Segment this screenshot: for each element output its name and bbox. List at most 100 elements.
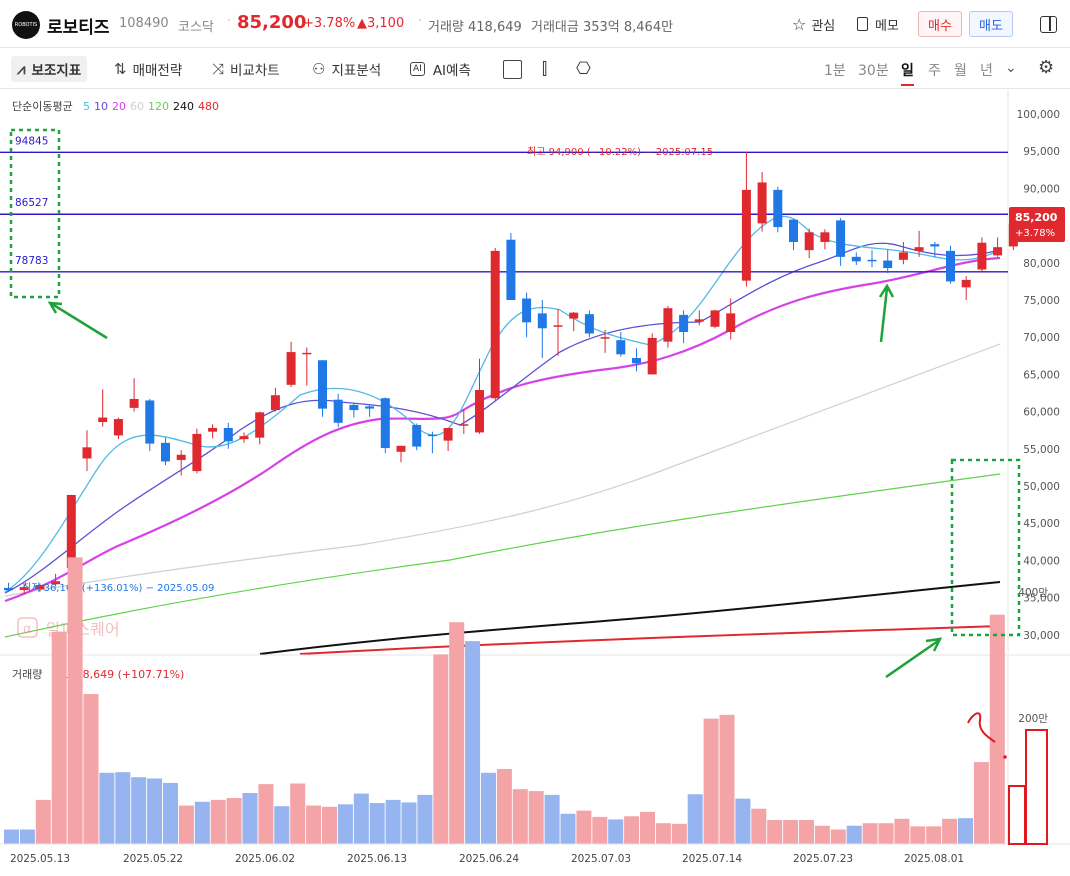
candle[interactable] xyxy=(679,310,689,344)
ai-predict-button[interactable]: AI AI예측 xyxy=(410,56,471,82)
candle[interactable] xyxy=(490,247,500,401)
candle[interactable] xyxy=(804,228,814,259)
panel-toggle-button[interactable] xyxy=(1040,11,1057,37)
strategy-button[interactable]: ⇅ 매매전략 xyxy=(114,56,182,82)
settings-button[interactable]: ⚙ xyxy=(1038,57,1054,78)
period-week[interactable]: 주 xyxy=(928,63,941,79)
candle[interactable] xyxy=(113,417,123,440)
candle[interactable] xyxy=(318,360,327,417)
candle[interactable] xyxy=(302,347,312,386)
candle[interactable] xyxy=(396,445,406,463)
compare-button[interactable]: ⤨ 비교차트 xyxy=(212,56,280,82)
stock-code: 108490 xyxy=(119,16,169,31)
ma-legend-item[interactable]: 120 xyxy=(148,100,169,113)
candle[interactable] xyxy=(773,186,783,233)
candle[interactable] xyxy=(789,218,798,251)
candle[interactable] xyxy=(82,430,92,472)
candle[interactable] xyxy=(412,423,422,451)
candle[interactable] xyxy=(98,389,108,427)
ma-legend-item[interactable]: 480 xyxy=(198,100,219,113)
candle[interactable] xyxy=(161,437,170,466)
indicators-button[interactable]: ⩘ 보조지표 xyxy=(11,56,88,82)
candle[interactable] xyxy=(741,151,751,287)
candle[interactable] xyxy=(836,218,846,266)
sell-button[interactable]: 매도 xyxy=(969,11,1013,37)
analysis-button[interactable]: ⚇ 지표분석 xyxy=(312,56,381,82)
candle[interactable] xyxy=(616,331,626,357)
candle[interactable] xyxy=(129,378,139,412)
candle[interactable] xyxy=(867,250,877,268)
red-scribble xyxy=(967,712,996,743)
period-year[interactable]: 년 xyxy=(980,63,993,79)
candle[interactable] xyxy=(569,311,579,332)
candle[interactable] xyxy=(820,229,830,250)
candle[interactable] xyxy=(757,172,767,232)
candle[interactable] xyxy=(977,237,987,272)
drawing-box-button[interactable] xyxy=(503,56,522,82)
candle[interactable] xyxy=(726,298,736,340)
candle[interactable] xyxy=(553,308,563,356)
period-30min[interactable]: 30분 xyxy=(858,63,889,79)
ma-legend-item[interactable]: 10 xyxy=(94,100,108,113)
candle[interactable] xyxy=(946,245,955,284)
candle[interactable] xyxy=(459,409,469,434)
candle[interactable] xyxy=(66,494,76,570)
chart-area[interactable]: 단순이동평균 5 10 20 60 120 240 480 100,000 95,000 90,… xyxy=(0,90,1070,876)
candle[interactable] xyxy=(333,393,343,428)
candle[interactable] xyxy=(145,398,155,452)
separator-dot: · xyxy=(418,14,423,29)
candle[interactable] xyxy=(883,249,893,274)
ma-legend-item[interactable]: 240 xyxy=(173,100,194,113)
candle[interactable] xyxy=(993,237,1003,257)
candle[interactable] xyxy=(286,341,296,388)
candle[interactable] xyxy=(851,252,861,266)
candle[interactable] xyxy=(584,310,594,338)
candle[interactable] xyxy=(51,573,61,587)
candle[interactable] xyxy=(475,358,484,434)
screenshot-button[interactable]: ⎔ xyxy=(576,56,591,82)
candle[interactable] xyxy=(710,309,720,329)
candle[interactable] xyxy=(176,450,186,476)
candle[interactable] xyxy=(223,422,233,449)
candle[interactable] xyxy=(270,387,280,412)
candle[interactable] xyxy=(35,583,45,592)
candle[interactable] xyxy=(930,241,940,258)
candle[interactable] xyxy=(961,276,971,300)
watch-button[interactable]: ☆ 관심 xyxy=(792,11,835,37)
candle[interactable] xyxy=(914,230,924,257)
period-dropdown[interactable]: ⌄ xyxy=(1005,60,1017,76)
candle[interactable] xyxy=(647,333,657,375)
candle[interactable] xyxy=(192,428,202,474)
dashed-box-left xyxy=(9,128,61,299)
candle[interactable] xyxy=(365,404,375,417)
candle[interactable] xyxy=(443,427,453,452)
candle[interactable] xyxy=(349,402,359,418)
ma-legend-item[interactable]: 60 xyxy=(130,100,144,113)
candle[interactable] xyxy=(239,432,249,443)
candle[interactable] xyxy=(663,305,673,348)
ma-legend-item[interactable]: 5 xyxy=(83,100,90,113)
candle[interactable] xyxy=(255,411,265,445)
period-day[interactable]: 일 xyxy=(901,60,914,86)
candle[interactable] xyxy=(694,310,704,326)
buy-button[interactable]: 매수 xyxy=(918,11,962,37)
level-label: 86527 xyxy=(15,197,48,209)
candle[interactable] xyxy=(380,397,390,454)
candle[interactable] xyxy=(898,241,908,265)
candle[interactable] xyxy=(19,584,29,594)
candle[interactable] xyxy=(537,300,547,359)
red-box-2 xyxy=(1025,729,1048,845)
candle[interactable] xyxy=(522,292,532,338)
ma-legend-item[interactable]: 20 xyxy=(112,100,126,113)
candle[interactable] xyxy=(4,582,13,592)
candle[interactable] xyxy=(632,348,641,372)
period-1min[interactable]: 1분 xyxy=(824,63,846,79)
candle[interactable] xyxy=(506,233,516,300)
period-month[interactable]: 월 xyxy=(954,63,967,79)
memo-button[interactable]: 메모 xyxy=(857,11,899,37)
chart-type-button[interactable]: ⫿ xyxy=(542,56,547,82)
ma-240-line xyxy=(259,581,1001,655)
candle[interactable] xyxy=(208,424,218,439)
candle[interactable] xyxy=(600,329,610,353)
candle[interactable] xyxy=(427,431,437,454)
